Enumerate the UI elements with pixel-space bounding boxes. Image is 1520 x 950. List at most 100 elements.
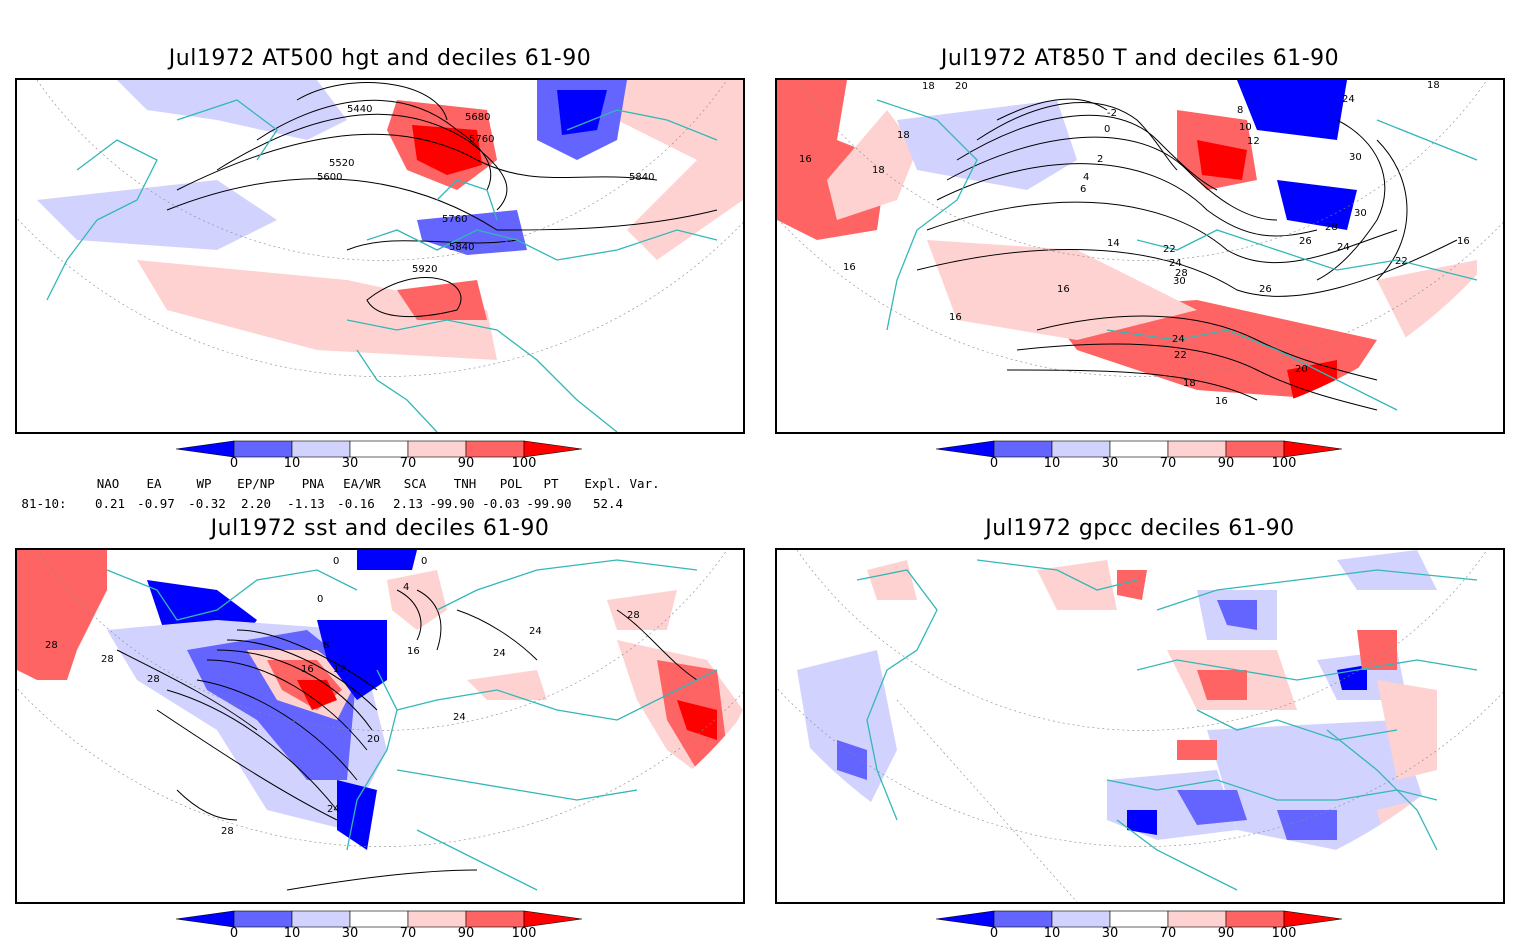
decile-region: [17, 550, 107, 680]
colorbar-label: 30: [341, 926, 359, 941]
contour-label: 8: [1237, 105, 1243, 116]
contour-label: -2: [1107, 108, 1117, 119]
contour-label: 22: [1163, 244, 1176, 255]
contour-label: 28: [101, 654, 114, 665]
contour-label: 28: [221, 826, 234, 837]
colorbar-swatch: [1225, 910, 1285, 928]
colorbar-swatch: [233, 440, 293, 458]
index-header: TNH: [453, 476, 477, 491]
decile-region: [577, 80, 743, 260]
colorbar-swatch: [993, 910, 1053, 928]
colorbar-label: 90: [1217, 456, 1235, 471]
decile-region: [317, 620, 387, 700]
index-header: WP: [196, 476, 212, 491]
colorbar-swatch: [407, 440, 467, 458]
index-value: -0.16: [337, 496, 375, 511]
contour-label: 18: [922, 81, 935, 92]
decile-region: [1337, 550, 1437, 590]
contour-label: 30: [1173, 276, 1186, 287]
contour-label: 16: [1457, 236, 1470, 247]
index-header: EA/WR: [343, 476, 381, 491]
colorbar-swatches: [935, 910, 1343, 928]
contour-label: 28: [45, 640, 58, 651]
panel-4-title: Jul1972 gpcc deciles 61-90: [985, 516, 1295, 541]
contour-label: 24: [1342, 94, 1355, 105]
contour-label: 0: [421, 556, 427, 567]
contour-label: 30: [1354, 208, 1367, 219]
decile-region: [837, 740, 867, 780]
map-panel-hgt500: 5440 5520 5600 5680 5760 5760 5840 5840 …: [15, 78, 745, 434]
decile-region: [37, 180, 277, 250]
contour-label: 10: [1239, 122, 1252, 133]
contour-label: 5840: [449, 242, 474, 253]
index-header: POL: [499, 476, 523, 491]
contour-label: 24: [453, 712, 466, 723]
index-period: 81-10:: [21, 496, 67, 511]
decile-region: [357, 550, 417, 570]
gpcc-map: [777, 550, 1503, 902]
colorbar-swatch: [523, 910, 583, 928]
contour-label: 20: [1295, 364, 1308, 375]
contour-label: 5920: [412, 264, 437, 275]
contour-label: 5840: [629, 172, 654, 183]
contour-label: 28: [1325, 222, 1338, 233]
decile-region: [1377, 260, 1477, 360]
decile-region: [337, 780, 377, 850]
decile-region: [607, 590, 677, 630]
decile-region: [1197, 670, 1247, 700]
panel-3-title: Jul1972 sst and deciles 61-90: [210, 516, 550, 541]
decile-region: [1177, 790, 1247, 825]
colorbar-swatch: [523, 440, 583, 458]
colorbar-label: 10: [283, 456, 301, 471]
panel-2-title: Jul1972 AT850 T and deciles 61-90: [940, 46, 1340, 71]
contour-label: 22: [1395, 256, 1408, 267]
colorbar-label: 0: [989, 456, 999, 471]
colorbar-label: 30: [1101, 926, 1119, 941]
decile-region: [1177, 740, 1217, 760]
colorbar-swatch: [349, 910, 409, 928]
decile-region: [1277, 180, 1357, 230]
contour-label: 16: [843, 262, 856, 273]
colorbar-swatch: [1225, 440, 1285, 458]
decile-region: [1357, 630, 1397, 670]
colorbar-label: 100: [1271, 456, 1297, 471]
decile-region: [557, 90, 607, 135]
index-value: -99.90: [429, 496, 475, 511]
decile-region: [1237, 80, 1347, 140]
decile-region: [1037, 560, 1117, 610]
colorbar-label: 0: [229, 926, 239, 941]
contour-label: 28: [627, 610, 640, 621]
colorbar-label: 10: [1043, 456, 1061, 471]
index-header: SCA: [403, 476, 427, 491]
colorbar-swatch: [175, 910, 235, 928]
colorbar-label: 100: [511, 456, 537, 471]
index-header: Expl. Var.: [584, 476, 660, 491]
colorbar-label: 70: [399, 456, 417, 471]
contour-label: 5440: [347, 104, 372, 115]
contour-label: 16: [799, 154, 812, 165]
colorbar-label: 70: [1159, 926, 1177, 941]
hgt500-map: 5440 5520 5600 5680 5760 5760 5840 5840 …: [17, 80, 743, 432]
colorbar-swatches: [935, 440, 1343, 458]
colorbar-label: 100: [1271, 926, 1297, 941]
decile-region: [1277, 810, 1337, 840]
index-value: -0.32: [188, 496, 226, 511]
decile-region: [297, 680, 337, 710]
contour-label: 28: [147, 674, 160, 685]
decile-region: [387, 570, 447, 630]
contour-label: 26: [1259, 284, 1272, 295]
contour-label: 18: [1427, 80, 1440, 91]
colorbar-swatch: [233, 910, 293, 928]
contour-label: 5680: [465, 112, 490, 123]
index-value: -1.13: [287, 496, 325, 511]
decile-region: [397, 280, 487, 320]
t850-map: 18 20 18 18 16 18 -2 0 2 4 6 8 10 12 14 …: [777, 80, 1503, 415]
decile-region: [927, 240, 1197, 340]
contour-label: 16: [1057, 284, 1070, 295]
index-header: PT: [543, 476, 559, 491]
colorbar-swatch: [465, 440, 525, 458]
panel-1-title: Jul1972 AT500 hgt and deciles 61-90: [168, 46, 592, 71]
colorbar-label: 10: [1043, 926, 1061, 941]
colorbar-swatch: [465, 910, 525, 928]
contour-label: 20: [367, 734, 380, 745]
